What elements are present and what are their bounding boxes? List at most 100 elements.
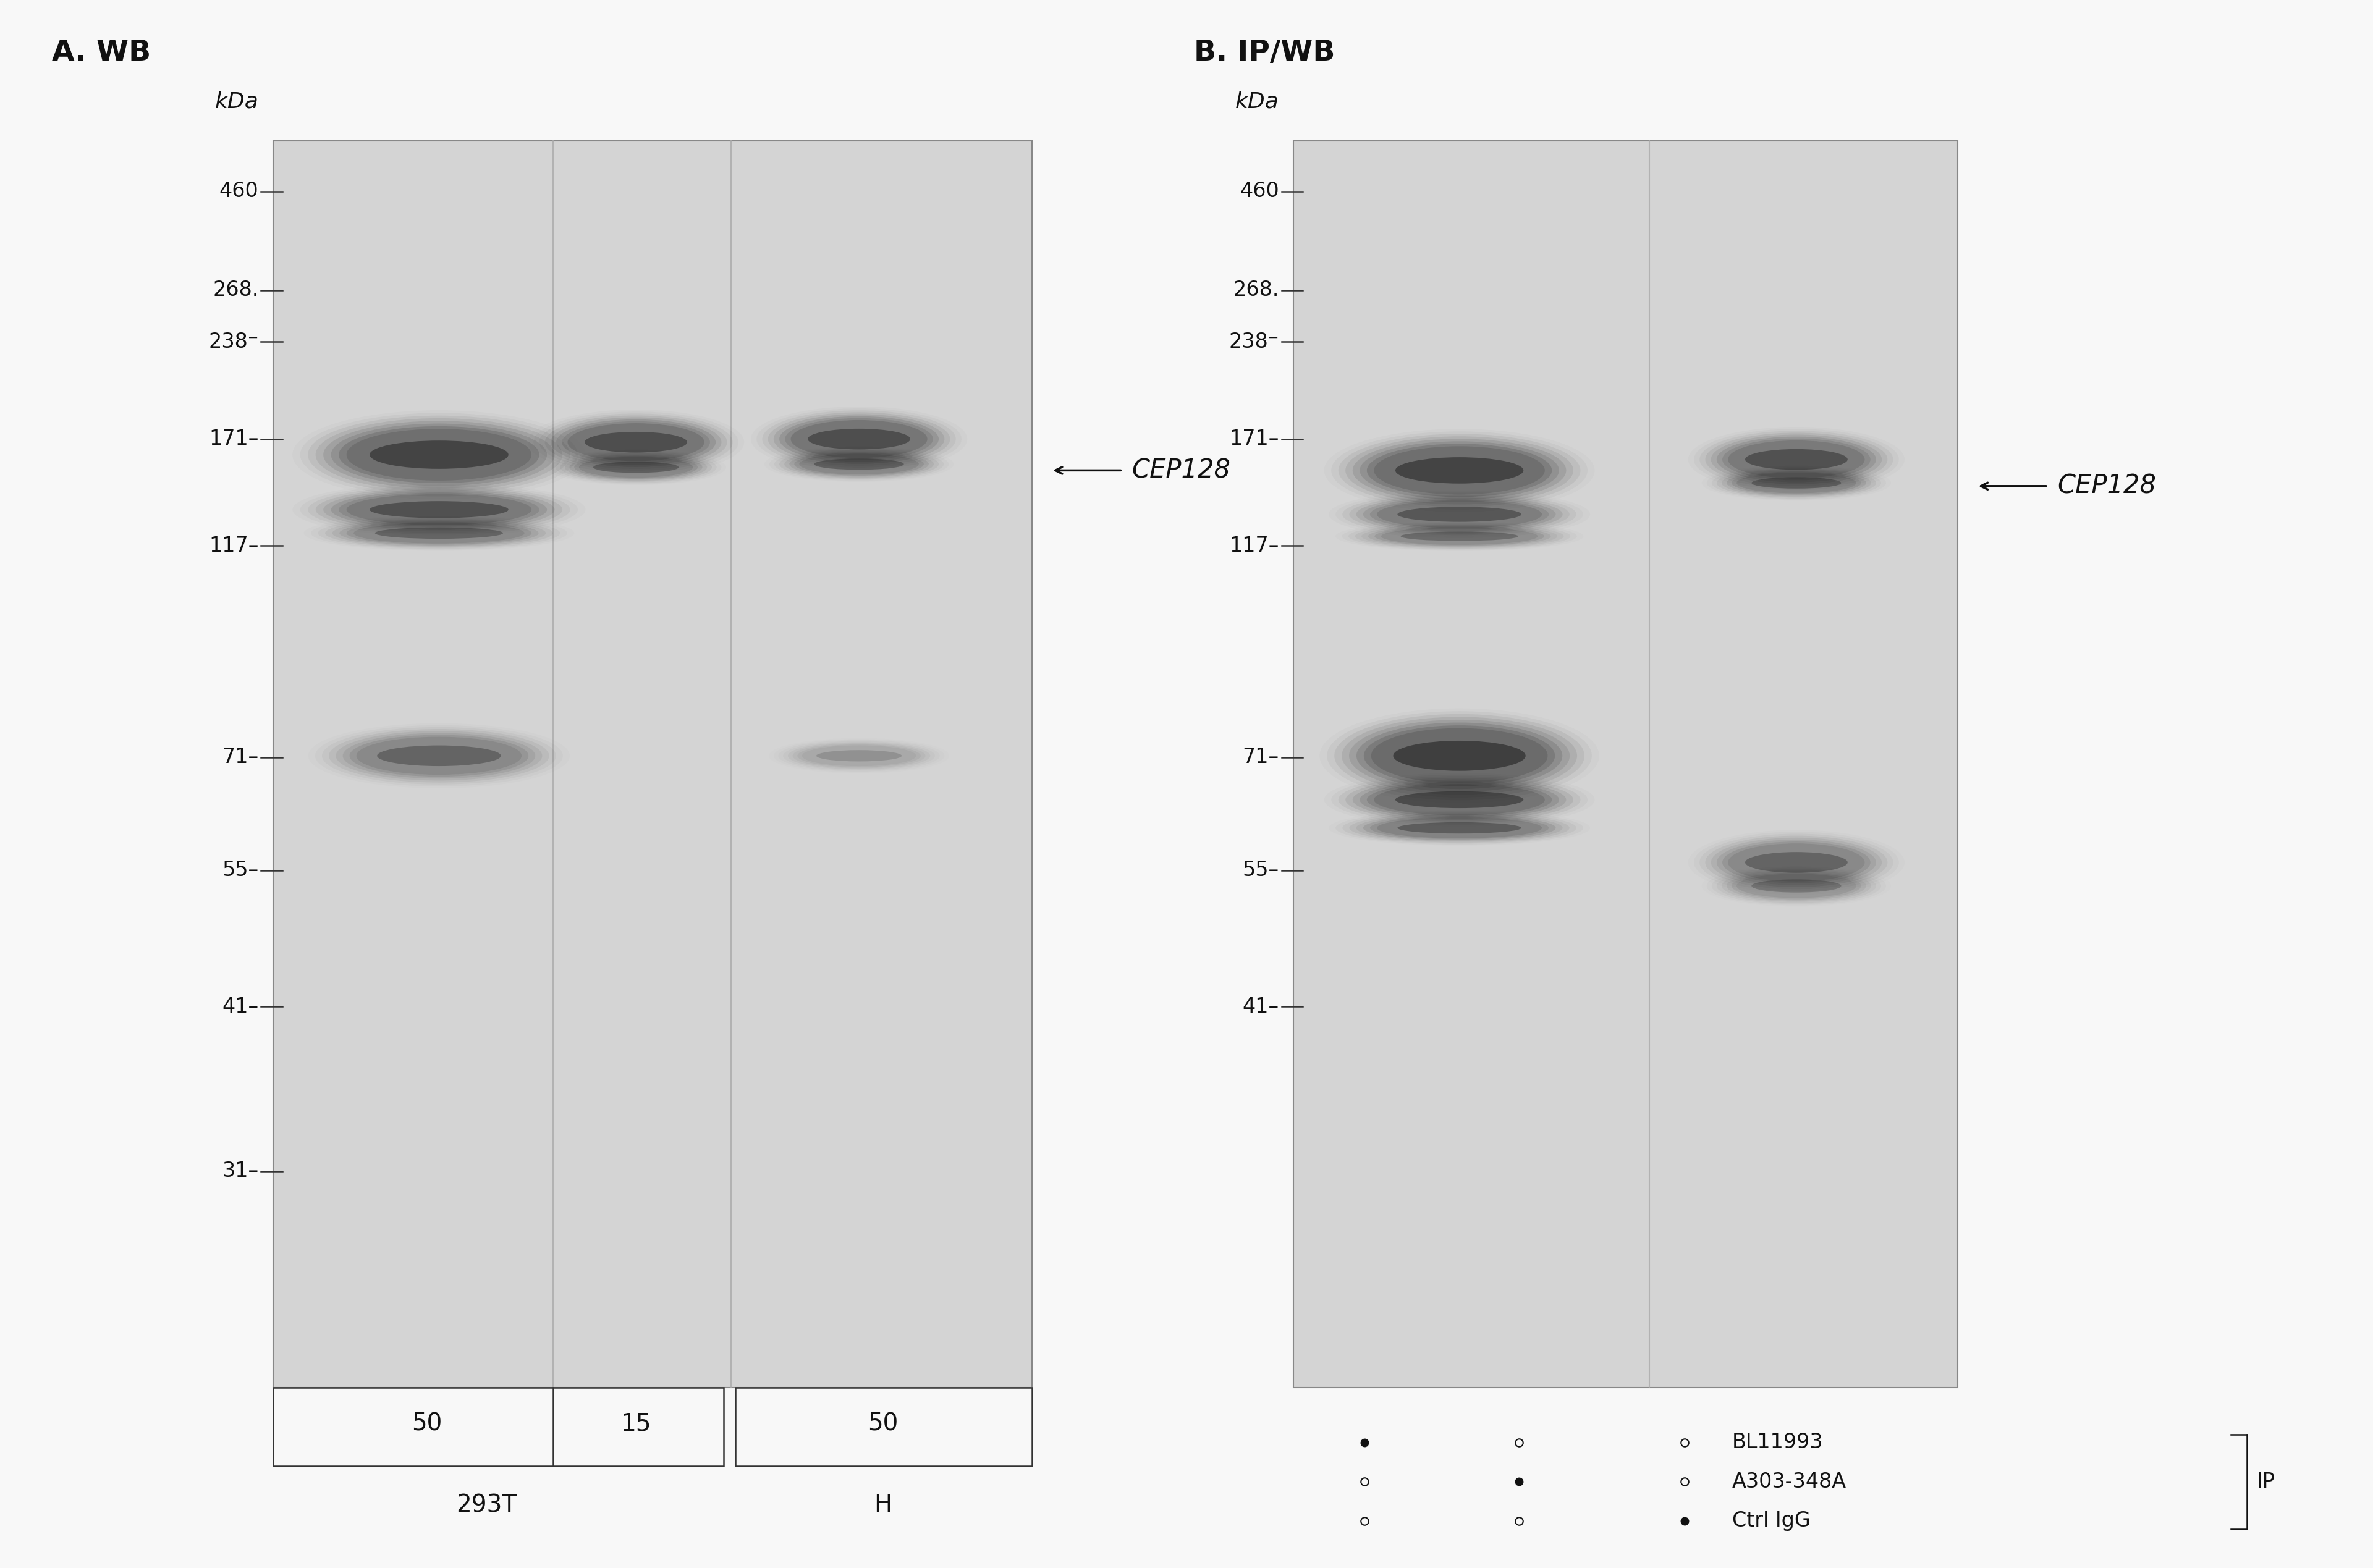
Ellipse shape <box>1362 815 1557 840</box>
Ellipse shape <box>339 521 539 546</box>
Ellipse shape <box>816 750 902 762</box>
Text: 238⁻: 238⁻ <box>1229 331 1279 353</box>
Ellipse shape <box>1374 447 1545 494</box>
Ellipse shape <box>1353 779 1566 820</box>
Ellipse shape <box>349 735 529 776</box>
Ellipse shape <box>1345 778 1573 822</box>
Ellipse shape <box>346 494 532 525</box>
Ellipse shape <box>323 420 555 489</box>
Text: 55–: 55– <box>1243 859 1279 881</box>
Text: 117–: 117– <box>209 535 259 557</box>
Text: BL11993: BL11993 <box>1732 1432 1822 1454</box>
Ellipse shape <box>1360 781 1559 818</box>
Text: 31–: 31– <box>223 1160 259 1182</box>
Ellipse shape <box>1381 527 1538 544</box>
Ellipse shape <box>565 453 707 481</box>
Ellipse shape <box>1711 434 1882 485</box>
Ellipse shape <box>1338 434 1580 506</box>
Ellipse shape <box>1737 873 1856 898</box>
Ellipse shape <box>1723 842 1870 883</box>
Ellipse shape <box>1364 726 1554 786</box>
Text: H: H <box>873 1494 892 1516</box>
Ellipse shape <box>375 527 503 539</box>
Ellipse shape <box>323 489 555 530</box>
Ellipse shape <box>1367 525 1552 547</box>
Ellipse shape <box>1398 822 1521 834</box>
Bar <box>736 1388 1032 1466</box>
Text: 41–: 41– <box>1243 996 1279 1018</box>
Text: 238⁻: 238⁻ <box>209 331 259 353</box>
Ellipse shape <box>546 416 726 469</box>
Text: 50: 50 <box>413 1413 441 1435</box>
Ellipse shape <box>1728 441 1865 478</box>
Text: CEP128: CEP128 <box>1132 458 1232 483</box>
Ellipse shape <box>1751 477 1841 489</box>
Ellipse shape <box>1723 439 1870 480</box>
Ellipse shape <box>1376 817 1542 839</box>
Ellipse shape <box>579 456 693 478</box>
Ellipse shape <box>1367 782 1552 817</box>
Ellipse shape <box>795 453 923 475</box>
Ellipse shape <box>1357 723 1561 789</box>
Text: A. WB: A. WB <box>52 39 152 67</box>
Ellipse shape <box>1744 851 1849 873</box>
Ellipse shape <box>1360 441 1559 500</box>
Ellipse shape <box>1723 469 1870 497</box>
Text: kDa: kDa <box>1236 91 1279 113</box>
Bar <box>273 141 1032 1388</box>
Ellipse shape <box>1716 436 1877 483</box>
Ellipse shape <box>339 426 539 483</box>
Ellipse shape <box>555 419 717 466</box>
Text: kDa: kDa <box>216 91 259 113</box>
Text: A303-348A: A303-348A <box>1732 1471 1846 1493</box>
Ellipse shape <box>567 423 705 461</box>
Text: IP: IP <box>2257 1471 2276 1493</box>
Ellipse shape <box>584 431 688 453</box>
Ellipse shape <box>1751 880 1841 892</box>
Ellipse shape <box>814 458 904 470</box>
Ellipse shape <box>1350 814 1569 842</box>
Ellipse shape <box>551 417 721 467</box>
Ellipse shape <box>330 491 546 528</box>
Ellipse shape <box>316 419 562 491</box>
Text: 71–: 71– <box>1243 746 1279 768</box>
Ellipse shape <box>1374 784 1545 815</box>
Text: 460: 460 <box>1239 180 1279 202</box>
Bar <box>1293 141 1958 1388</box>
Text: B. IP/WB: B. IP/WB <box>1194 39 1336 67</box>
Ellipse shape <box>1728 470 1865 495</box>
Ellipse shape <box>769 412 949 466</box>
Ellipse shape <box>1362 525 1557 547</box>
Ellipse shape <box>330 423 546 486</box>
Ellipse shape <box>790 452 928 477</box>
Ellipse shape <box>1362 497 1557 532</box>
Ellipse shape <box>574 456 698 478</box>
Ellipse shape <box>1341 717 1578 795</box>
Ellipse shape <box>1706 433 1887 486</box>
Ellipse shape <box>1393 740 1526 771</box>
Ellipse shape <box>1372 728 1547 784</box>
Ellipse shape <box>1355 814 1561 842</box>
Ellipse shape <box>593 461 679 474</box>
Ellipse shape <box>1334 713 1585 798</box>
Ellipse shape <box>316 488 562 532</box>
Ellipse shape <box>562 422 710 463</box>
Ellipse shape <box>308 416 570 494</box>
Text: 268.: 268. <box>1234 279 1279 301</box>
Text: 460: 460 <box>218 180 259 202</box>
Ellipse shape <box>1728 872 1865 900</box>
Ellipse shape <box>1400 532 1519 541</box>
Ellipse shape <box>370 441 508 469</box>
Text: 41–: 41– <box>223 996 259 1018</box>
Ellipse shape <box>1367 444 1552 497</box>
Ellipse shape <box>802 745 916 767</box>
Ellipse shape <box>570 455 702 480</box>
Ellipse shape <box>790 420 928 458</box>
Text: 293T: 293T <box>456 1494 517 1516</box>
Ellipse shape <box>1732 873 1860 898</box>
Ellipse shape <box>335 731 541 781</box>
Ellipse shape <box>346 428 532 480</box>
Text: Ctrl IgG: Ctrl IgG <box>1732 1510 1811 1532</box>
Ellipse shape <box>1355 495 1561 532</box>
Ellipse shape <box>800 453 918 475</box>
